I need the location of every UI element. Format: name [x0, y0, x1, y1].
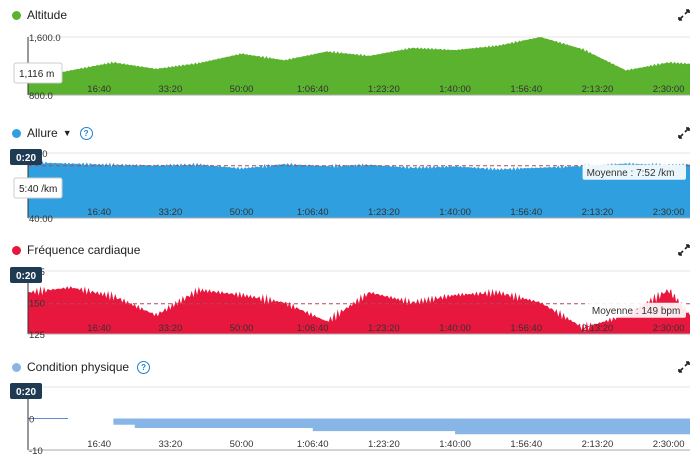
y-tick-label: -10: [29, 446, 43, 457]
series-area: [28, 160, 690, 218]
y-tick-label: 150: [29, 299, 45, 310]
heart-rate-title: Fréquence cardiaque: [27, 243, 141, 257]
heart-rate-legend-dot: [12, 245, 21, 255]
x-tick-label: 1:06:40: [297, 439, 329, 450]
heart-rate-header: Fréquence cardiaque: [12, 240, 140, 260]
y-tick-label: 1,600.0: [29, 33, 61, 44]
fitness-chart: 100-1016:4033:2050:001:06:401:23:201:40:…: [10, 383, 690, 457]
x-tick-label: 1:56:40: [510, 84, 542, 95]
expand-icon[interactable]: [678, 361, 690, 373]
x-tick-label: 2:13:20: [582, 84, 614, 95]
fitness-panel: Condition physique ? 100-1016:4033:2050:…: [0, 357, 700, 463]
x-tick-label: 16:40: [87, 439, 111, 450]
heart-rate-panel: Fréquence cardiaque Moyenne : 149 bpm175…: [0, 240, 700, 340]
pace-chart: Moyenne : 7:52 /km0:0040:0016:4033:2050:…: [10, 149, 690, 223]
time-badge-label: 0:20: [16, 387, 36, 398]
x-tick-label: 1:06:40: [297, 207, 329, 218]
time-badge: [10, 383, 42, 399]
x-tick-label: 1:56:40: [510, 323, 542, 334]
x-tick-label: 50:00: [230, 323, 254, 334]
expand-icon[interactable]: [678, 244, 690, 256]
y-tick-label: 0: [29, 415, 34, 426]
x-tick-label: 1:56:40: [510, 439, 542, 450]
x-tick-label: 1:56:40: [510, 207, 542, 218]
time-badge-label: 0:20: [16, 153, 36, 164]
pace-legend-dot: [12, 128, 21, 138]
x-tick-label: 1:06:40: [297, 84, 329, 95]
altitude-chart: 1,600.0 800.0 16:40 33:20 50:00 1:06:40 1:23:2…: [13, 33, 690, 102]
dropdown-caret-icon[interactable]: ▼: [62, 128, 72, 138]
x-tick-label: 1:06:40: [297, 323, 329, 334]
x-tick-label: 33:20: [158, 323, 182, 334]
tooltip-label: 1,116 m: [19, 69, 54, 80]
x-tick-label: 2:30:00: [653, 323, 685, 334]
x-tick-label: 1:23:20: [368, 84, 400, 95]
x-tick-label: 2:13:20: [582, 439, 614, 450]
x-tick-label: 1:40:00: [439, 439, 471, 450]
y-tick-label: 800.0: [29, 91, 53, 102]
x-tick-label: 1:40:00: [439, 207, 471, 218]
altitude-panel: Altitude 1,600.0 800.0 16:40 33:20 50:00 1:06…: [0, 5, 700, 105]
tooltip-box: [13, 62, 63, 84]
average-label: Moyenne : 149 bpm: [592, 306, 680, 317]
x-tick-label: 2:30:00: [653, 439, 685, 450]
x-tick-label: 16:40: [87, 84, 111, 95]
y-tick-label: 40:00: [29, 214, 53, 223]
tooltip-box: [13, 177, 63, 199]
help-icon[interactable]: ?: [79, 126, 93, 140]
fitness-legend-dot: [12, 362, 21, 372]
x-tick-label: 1:23:20: [368, 207, 400, 218]
x-tick-label: 33:20: [158, 439, 182, 450]
x-tick-label: 50:00: [230, 207, 254, 218]
altitude-header: Altitude: [12, 5, 67, 25]
altitude-legend-dot: [12, 10, 21, 20]
expand-icon[interactable]: [678, 127, 690, 139]
x-tick-label: 2:13:20: [582, 207, 614, 218]
x-tick-label: 1:40:00: [439, 323, 471, 334]
expand-icon[interactable]: [678, 9, 690, 21]
time-badge: [10, 149, 42, 165]
pace-panel: Allure ▼ ? Moyenne : 7:52 /km0:0040:0016…: [0, 123, 700, 223]
x-tick-label: 1:23:20: [368, 323, 400, 334]
average-label: Moyenne : 7:52 /km: [587, 168, 675, 179]
x-tick-label: 33:20: [158, 207, 182, 218]
series-area: [28, 418, 690, 435]
x-tick-label: 16:40: [87, 323, 111, 334]
tooltip-label: 5:40 /km: [19, 184, 57, 195]
x-tick-label: 1:23:20: [368, 439, 400, 450]
x-tick-label: 50:00: [230, 439, 254, 450]
x-tick-label: 50:00: [230, 84, 254, 95]
x-tick-label: 2:13:20: [582, 323, 614, 334]
x-tick-label: 2:30:00: [653, 84, 685, 95]
x-tick-label: 33:20: [158, 84, 182, 95]
time-badge-label: 0:20: [16, 271, 36, 282]
average-label-bg: [587, 302, 686, 318]
average-label-bg: [582, 164, 686, 180]
time-badge: [10, 267, 42, 283]
x-tick-label: 1:40:00: [439, 84, 471, 95]
fitness-header: Condition physique ?: [12, 357, 151, 377]
fitness-title: Condition physique: [27, 360, 130, 374]
x-tick-label: 2:30:00: [653, 207, 685, 218]
series-area: [28, 286, 690, 334]
y-tick-label: 125: [29, 330, 45, 340]
altitude-title: Altitude: [27, 8, 68, 22]
pace-title: Allure: [27, 126, 58, 140]
help-icon[interactable]: ?: [137, 360, 151, 374]
pace-header: Allure ▼ ?: [12, 123, 93, 143]
series-area: [28, 37, 690, 95]
x-tick-label: 16:40: [87, 207, 111, 218]
heart-rate-chart: Moyenne : 149 bpm17515012516:4033:2050:0…: [10, 267, 690, 340]
